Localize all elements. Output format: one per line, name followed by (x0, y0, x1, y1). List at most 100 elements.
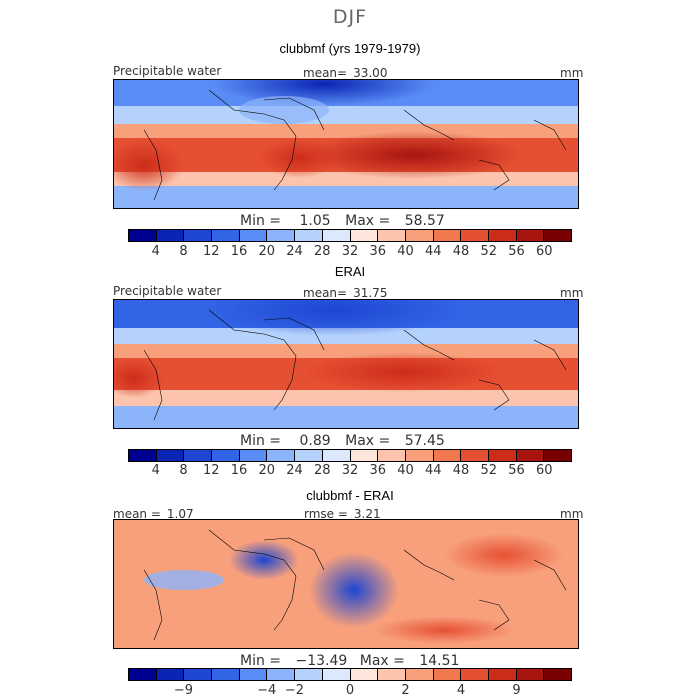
colorbar-tick-label: 40 (397, 463, 414, 478)
colorbar-swatch (239, 669, 268, 680)
panel1-units: mm (560, 66, 584, 80)
colorbar-swatch (544, 450, 571, 461)
colorbar-tick-label: 48 (452, 244, 470, 259)
panel1-coastlines (143, 89, 567, 201)
colorbar-tick-label: 56 (508, 463, 525, 478)
panel1-field-label: Precipitable water (113, 64, 222, 78)
colorbar-tick-label: 12 (202, 463, 220, 478)
colorbar-swatch (544, 669, 571, 680)
colorbar-swatch (516, 669, 545, 680)
panel3-title: clubbmf - ERAI (306, 488, 394, 503)
colorbar-tick-label: 44 (424, 463, 442, 478)
colorbar-swatch (156, 669, 185, 680)
colorbar-swatch (405, 230, 434, 241)
colorbar-swatch (350, 230, 379, 241)
panel3-coastlines (143, 529, 567, 641)
panel1-south-band (114, 186, 578, 208)
colorbar-swatch (295, 669, 323, 680)
panel1-mean: mean= 33.00 (303, 66, 388, 80)
panel2-mean: mean= 31.75 (303, 286, 388, 300)
colorbar-swatch (322, 450, 351, 461)
panel3-pacific-high (444, 533, 564, 577)
colorbar-tick-label: 28 (313, 244, 331, 259)
panel3-colorbar (128, 668, 572, 681)
colorbar-swatch (129, 450, 157, 461)
colorbar-swatch (350, 450, 379, 461)
colorbar-swatch (516, 450, 545, 461)
colorbar-swatch (461, 669, 489, 680)
colorbar-tick-label: 24 (286, 244, 303, 259)
colorbar-swatch (267, 230, 296, 241)
panel1-minmax: Min = 1.05 Max = 58.57 (240, 213, 445, 229)
panel3-africa-low (229, 540, 299, 580)
panel1-sahara-dry (239, 96, 329, 124)
colorbar-swatch (461, 450, 489, 461)
colorbar-tick-label: 40 (397, 244, 414, 259)
colorbar-tick-label: −4 (257, 683, 277, 698)
panel3-map (113, 519, 579, 649)
panel1-africa-max (259, 138, 339, 178)
colorbar-swatch (212, 450, 240, 461)
panel1-title: clubbmf (yrs 1979-1979) (279, 41, 421, 56)
panel2-nsub-band (114, 344, 578, 358)
colorbar-tick-label: 36 (369, 463, 387, 478)
colorbar-swatch (433, 669, 462, 680)
colorbar-swatch (350, 669, 379, 680)
colorbar-tick-label: 8 (179, 244, 188, 259)
colorbar-swatch (378, 450, 406, 461)
colorbar-swatch (156, 230, 185, 241)
panel2-map (113, 299, 579, 429)
panel3-south-high (374, 616, 514, 644)
panel2-south-band (114, 406, 578, 428)
colorbar-swatch (156, 450, 185, 461)
panel1-map (113, 79, 579, 209)
colorbar-swatch (378, 230, 406, 241)
colorbar-swatch (267, 450, 296, 461)
panel2-nmid-band (114, 328, 578, 344)
colorbar-swatch (212, 669, 240, 680)
colorbar-tick-label: 36 (369, 244, 387, 259)
panel2-colorbar (128, 449, 572, 462)
colorbar-tick-label: 32 (341, 244, 359, 259)
panel3-colorbar-ticks: −9 −4 −2 0 2 4 9 (128, 683, 572, 699)
colorbar-tick-label: 32 (341, 463, 359, 478)
panel1-ssub-band (114, 172, 578, 186)
panel2-title: ERAI (334, 264, 366, 279)
colorbar-tick-label: 28 (313, 463, 331, 478)
colorbar-swatch (433, 230, 462, 241)
panel2-westpac-max (304, 352, 504, 392)
colorbar-swatch (129, 230, 157, 241)
colorbar-tick-label: 52 (480, 463, 498, 478)
colorbar-tick-label: 52 (480, 244, 498, 259)
panel2-arctic-low (204, 300, 464, 336)
colorbar-swatch (212, 230, 240, 241)
panel1-amazon-max (114, 139, 184, 191)
colorbar-swatch (295, 450, 323, 461)
panel1-colorbar-ticks: 4 8 12 16 20 24 28 32 36 40 44 48 52 56 60 (128, 244, 572, 260)
colorbar-tick-label: 12 (202, 244, 220, 259)
panel3-minmax: Min = −13.49 Max = 14.51 (240, 653, 460, 669)
colorbar-swatch (184, 450, 213, 461)
panel2-coastlines (143, 309, 567, 421)
colorbar-tick-label: 4 (151, 463, 160, 478)
panel3-mean: mean = 1.07 (113, 507, 194, 521)
panel3-units: mm (560, 507, 584, 521)
colorbar-swatch (544, 230, 571, 241)
colorbar-swatch (129, 669, 157, 680)
panel1-nmid-band (114, 106, 578, 124)
colorbar-swatch (184, 230, 213, 241)
panel3-atlantic-low (144, 570, 224, 590)
figure-season-title: DJF (332, 6, 368, 28)
colorbar-tick-label: 16 (230, 463, 248, 478)
colorbar-tick-label: 20 (258, 463, 276, 478)
colorbar-tick-label: −2 (284, 683, 305, 698)
colorbar-swatch (267, 669, 296, 680)
colorbar-tick-label: 4 (456, 683, 466, 698)
colorbar-tick-label: 0 (345, 683, 355, 698)
panel2-minmax: Min = 0.89 Max = 57.45 (240, 433, 445, 449)
panel1-westpac-max (304, 131, 524, 179)
colorbar-tick-label: 4 (151, 244, 160, 259)
colorbar-swatch (488, 230, 517, 241)
colorbar-swatch (378, 669, 406, 680)
colorbar-tick-label: 60 (535, 244, 553, 259)
